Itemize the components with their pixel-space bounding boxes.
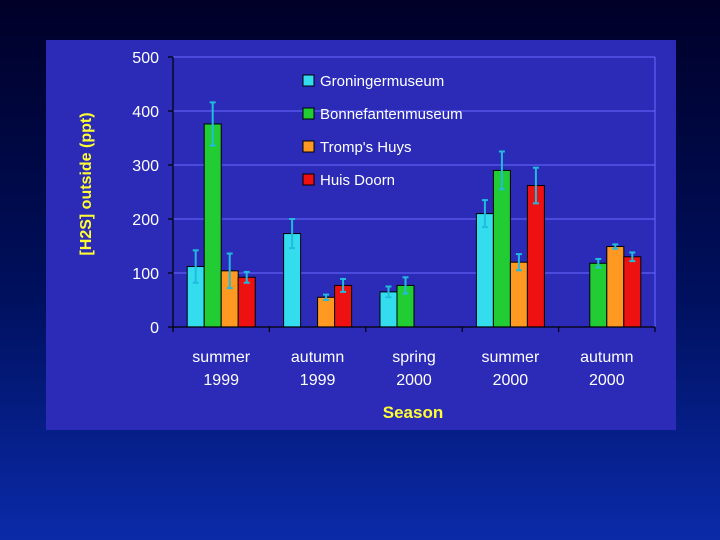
x-tick-label: 2000 xyxy=(396,372,432,389)
bar xyxy=(509,261,528,328)
axes xyxy=(168,56,656,332)
legend-swatch xyxy=(302,74,315,87)
y-tick-label: 400 xyxy=(132,104,159,121)
legend-swatch xyxy=(302,107,315,120)
gridlines xyxy=(173,56,656,327)
bar xyxy=(475,213,494,328)
x-tick-label: summer xyxy=(482,349,540,366)
bar xyxy=(623,256,642,328)
bar xyxy=(606,246,625,328)
bar xyxy=(589,262,608,328)
error-bars xyxy=(192,101,636,301)
y-tick-label: 0 xyxy=(150,320,159,337)
y-tick-label: 200 xyxy=(132,212,159,229)
x-tick-label: 1999 xyxy=(300,372,336,389)
x-tick-label: 1999 xyxy=(203,372,239,389)
y-tick-label: 300 xyxy=(132,158,159,175)
bar xyxy=(317,296,336,328)
y-axis-label: [H2S] outside (ppt) xyxy=(78,112,95,255)
bar xyxy=(526,185,545,328)
x-tick-label: autumn xyxy=(580,349,633,366)
x-tick-label: autumn xyxy=(291,349,344,366)
x-tick-label: spring xyxy=(392,349,436,366)
x-tick-label: 2000 xyxy=(589,372,625,389)
x-tick-label: 2000 xyxy=(493,372,529,389)
y-tick-label: 500 xyxy=(132,50,159,67)
legend-swatch xyxy=(302,173,315,186)
y-tick-labels: 0 100 200 300 400 500 xyxy=(132,50,159,337)
legend-label: Groningermuseum xyxy=(320,73,444,90)
legend-swatch xyxy=(302,140,315,153)
x-tick-labels: summer 1999 autumn 1999 spring 2000 summer 2000… xyxy=(192,349,633,389)
chart-background xyxy=(46,40,676,430)
bar xyxy=(492,169,511,328)
bars xyxy=(186,123,642,328)
legend-label: Tromp's Huys xyxy=(320,139,412,156)
legend-label: Huis Doorn xyxy=(320,172,395,189)
legend-label: Bonnefantenmuseum xyxy=(320,106,463,123)
legend: Groningermuseum Bonnefantenmuseum Tromp's … xyxy=(302,73,463,189)
y-tick-label: 100 xyxy=(132,266,159,283)
bar xyxy=(237,276,256,328)
bar xyxy=(203,123,222,328)
x-tick-label: summer xyxy=(192,349,250,366)
x-axis-label: Season xyxy=(383,403,443,422)
